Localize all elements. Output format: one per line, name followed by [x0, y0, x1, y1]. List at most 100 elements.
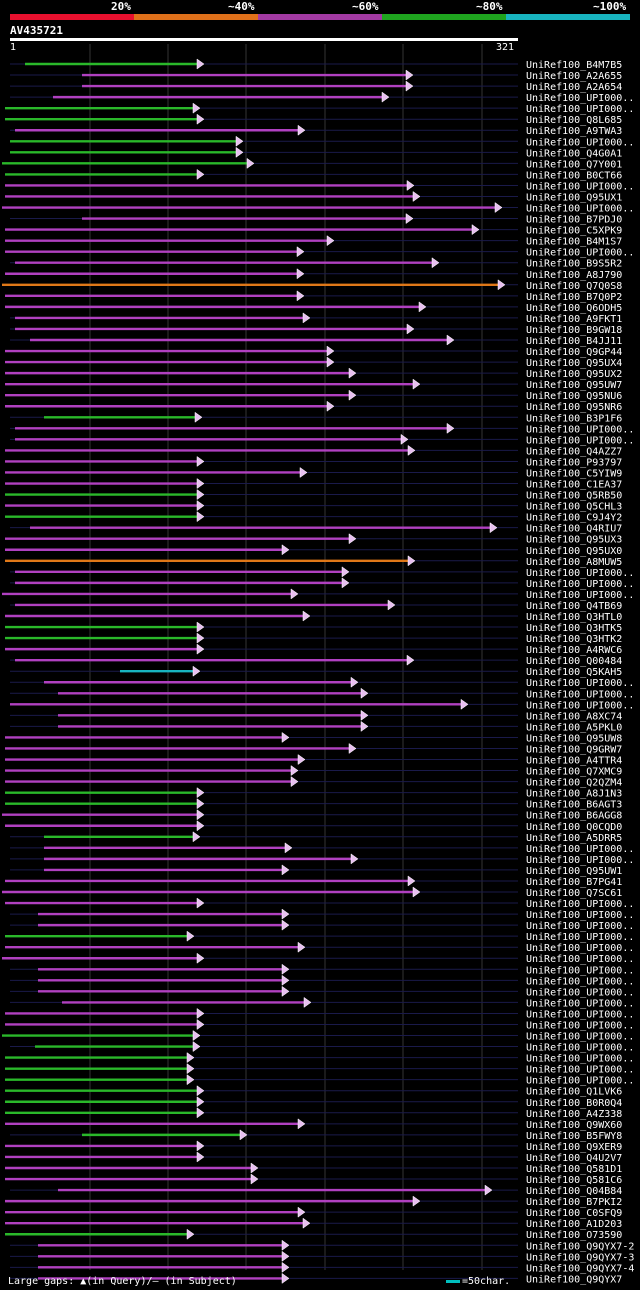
hit-label[interactable]: UniRef100_A4TTR4 [526, 756, 622, 767]
hit-row[interactable]: UniRef100_Q95UX4 [5, 356, 622, 369]
hit-row[interactable]: UniRef100_UPI000.. [5, 897, 634, 910]
hit-row[interactable]: UniRef100_Q581C6 [5, 1173, 622, 1186]
hit-label[interactable]: UniRef100_Q0CQD0 [526, 822, 622, 833]
hit-label[interactable]: UniRef100_A5PKL0 [526, 722, 622, 733]
hit-row[interactable]: UniRef100_Q95NU6 [5, 389, 622, 402]
hit-row[interactable]: UniRef100_UPI000.. [10, 919, 634, 932]
hit-label[interactable]: UniRef100_B6AGG8 [526, 811, 622, 822]
hit-row[interactable]: UniRef100_Q00484 [10, 654, 622, 667]
hit-label[interactable]: UniRef100_B4JJ11 [526, 336, 622, 347]
hit-label[interactable]: UniRef100_UPI000.. [526, 424, 634, 435]
hit-label[interactable]: UniRef100_UPI000.. [526, 1032, 634, 1043]
hit-row[interactable]: UniRef100_UPI000.. [5, 1007, 634, 1020]
hit-label[interactable]: UniRef100_Q6ODH5 [526, 303, 622, 314]
hit-label[interactable]: UniRef100_Q5KAH5 [526, 667, 622, 678]
hit-label[interactable]: UniRef100_Q95NR6 [526, 402, 622, 413]
hit-label[interactable]: UniRef100_Q9GP44 [526, 347, 622, 358]
hit-row[interactable]: UniRef100_Q04B84 [10, 1184, 622, 1197]
hit-label[interactable]: UniRef100_Q4G0A1 [526, 148, 622, 159]
hit-label[interactable]: UniRef100_Q3HTK2 [526, 634, 622, 645]
hit-label[interactable]: UniRef100_UPI000.. [526, 93, 634, 104]
hit-label[interactable]: UniRef100_UPI000.. [526, 1043, 634, 1054]
hit-row[interactable]: UniRef100_B9S5R2 [10, 257, 622, 270]
hit-label[interactable]: UniRef100_UPI000.. [526, 590, 634, 601]
hit-row[interactable]: UniRef100_Q7Y001 [2, 157, 622, 170]
hit-row[interactable]: UniRef100_UPI000.. [5, 941, 634, 954]
hit-row[interactable]: UniRef100_Q5KAH5 [10, 665, 622, 678]
hit-label[interactable]: UniRef100_UPI000.. [526, 954, 634, 965]
hit-row[interactable]: UniRef100_Q95UX2 [5, 367, 622, 380]
hit-row[interactable]: UniRef100_UPI000.. [10, 963, 634, 976]
hit-label[interactable]: UniRef100_A5DRR5 [526, 833, 622, 844]
hit-label[interactable]: UniRef100_UPI000.. [526, 844, 634, 855]
hit-label[interactable]: UniRef100_Q7Q0S8 [526, 281, 622, 292]
hit-row[interactable]: UniRef100_UPI000.. [10, 698, 634, 711]
hit-label[interactable]: UniRef100_Q9XER9 [526, 1142, 622, 1153]
hit-label[interactable]: UniRef100_Q7Y001 [526, 159, 622, 170]
hit-label[interactable]: UniRef100_UPI000.. [526, 899, 634, 910]
hit-label[interactable]: UniRef100_UPI000.. [526, 1065, 634, 1076]
hit-row[interactable]: UniRef100_Q2QZM4 [5, 776, 622, 789]
hit-label[interactable]: UniRef100_A4RWC6 [526, 645, 622, 656]
hit-row[interactable]: UniRef100_P93797 [5, 455, 622, 468]
hit-label[interactable]: UniRef100_UPI000.. [526, 700, 634, 711]
hit-label[interactable]: UniRef100_UPI000.. [526, 976, 634, 987]
hit-label[interactable]: UniRef100_Q4TB69 [526, 601, 622, 612]
hit-row[interactable]: UniRef100_UPI000.. [2, 952, 634, 965]
hit-label[interactable]: UniRef100_B9S5R2 [526, 259, 622, 270]
hit-label[interactable]: UniRef100_UPI000.. [526, 137, 634, 148]
hit-row[interactable]: UniRef100_B3P1F6 [10, 411, 622, 424]
hit-label[interactable]: UniRef100_Q95UW7 [526, 380, 622, 391]
hit-label[interactable]: UniRef100_UPI000.. [526, 921, 634, 932]
hit-label[interactable]: UniRef100_UPI000.. [526, 248, 634, 259]
hit-row[interactable]: UniRef100_Q95UX0 [5, 544, 622, 557]
hit-label[interactable]: UniRef100_Q00484 [526, 656, 622, 667]
hit-label[interactable]: UniRef100_Q9QYX7-2 [526, 1241, 634, 1252]
hit-row[interactable]: UniRef100_B5FWY8 [10, 1129, 622, 1142]
hit-row[interactable]: UniRef100_C1EA37 [5, 478, 622, 491]
hit-row[interactable]: UniRef100_A4RWC6 [5, 643, 622, 656]
hit-label[interactable]: UniRef100_Q95UX4 [526, 358, 622, 369]
hit-row[interactable]: UniRef100_B0CT66 [5, 168, 622, 181]
hit-row[interactable]: UniRef100_Q6ODH5 [5, 301, 622, 314]
hit-row[interactable]: UniRef100_UPI000.. [10, 676, 634, 689]
hit-label[interactable]: UniRef100_C1EA37 [526, 480, 622, 491]
hit-row[interactable]: UniRef100_A5PKL0 [10, 720, 622, 733]
hit-label[interactable]: UniRef100_UPI000.. [526, 678, 634, 689]
hit-label[interactable]: UniRef100_A1D203 [526, 1219, 622, 1230]
hit-label[interactable]: UniRef100_A9TWA3 [526, 126, 622, 137]
hit-label[interactable]: UniRef100_UPI000.. [526, 932, 634, 943]
hit-row[interactable]: UniRef100_UPI000.. [10, 985, 634, 998]
hit-label[interactable]: UniRef100_Q95UW8 [526, 733, 622, 744]
hit-row[interactable]: UniRef100_Q9WX60 [5, 1118, 622, 1131]
hit-row[interactable]: UniRef100_A2A654 [10, 80, 622, 93]
hit-row[interactable]: UniRef100_Q8L685 [5, 113, 622, 126]
hit-row[interactable]: UniRef100_A8J790 [5, 268, 622, 281]
hit-row[interactable]: UniRef100_UPI000.. [10, 853, 634, 866]
hit-label[interactable]: UniRef100_Q5RB50 [526, 491, 622, 502]
hit-label[interactable]: UniRef100_UPI000.. [526, 1054, 634, 1065]
hit-row[interactable]: UniRef100_UPI000.. [10, 842, 634, 855]
hit-row[interactable]: UniRef100_Q9QYX7-4 [10, 1261, 634, 1274]
hit-label[interactable]: UniRef100_Q04B84 [526, 1186, 622, 1197]
hit-label[interactable]: UniRef100_O73590 [526, 1230, 622, 1241]
hit-row[interactable]: UniRef100_Q9GRW7 [5, 742, 622, 755]
hit-row[interactable]: UniRef100_UPI000.. [10, 1041, 634, 1054]
hit-row[interactable]: UniRef100_Q5RB50 [5, 489, 622, 502]
hit-row[interactable]: UniRef100_B6AGT3 [5, 798, 622, 811]
hit-label[interactable]: UniRef100_B3P1F6 [526, 413, 622, 424]
hit-row[interactable]: UniRef100_Q0CQD0 [5, 820, 622, 833]
hit-label[interactable]: UniRef100_Q581D1 [526, 1164, 622, 1175]
hit-label[interactable]: UniRef100_A8J1N3 [526, 789, 622, 800]
hit-label[interactable]: UniRef100_A8J790 [526, 270, 622, 281]
hit-row[interactable]: UniRef100_C0SFQ9 [5, 1206, 622, 1219]
hit-row[interactable]: UniRef100_Q4U2V7 [5, 1151, 622, 1164]
hit-row[interactable]: UniRef100_B6AGG8 [2, 809, 622, 822]
hit-row[interactable]: UniRef100_Q95UW8 [5, 731, 622, 744]
hit-row[interactable]: UniRef100_Q95UW1 [10, 864, 622, 877]
hit-row[interactable]: UniRef100_A8J1N3 [5, 787, 622, 800]
hit-label[interactable]: UniRef100_Q7SC61 [526, 888, 622, 899]
hit-label[interactable]: UniRef100_UPI000.. [526, 689, 634, 700]
hit-label[interactable]: UniRef100_B7Q0P2 [526, 292, 622, 303]
hit-label[interactable]: UniRef100_UPI000.. [526, 965, 634, 976]
